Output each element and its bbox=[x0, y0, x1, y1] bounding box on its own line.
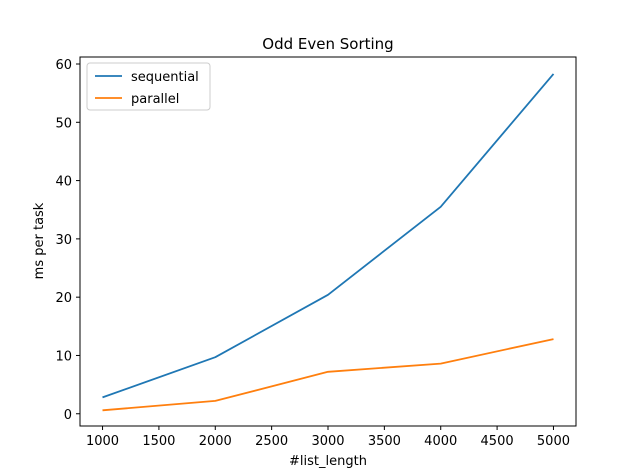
x-tick-label: 1000 bbox=[86, 434, 119, 449]
x-tick-label: 3500 bbox=[368, 434, 401, 449]
y-axis: 0 10 20 30 40 50 60 bbox=[55, 58, 80, 423]
x-axis-label: #list_length bbox=[289, 454, 367, 469]
legend-label-sequential: sequential bbox=[131, 70, 199, 85]
y-tick-label: 50 bbox=[55, 116, 72, 131]
series-lines bbox=[102, 73, 555, 412]
chart-title: Odd Even Sorting bbox=[262, 35, 393, 53]
y-tick-label: 0 bbox=[64, 408, 72, 423]
x-tick-label: 4500 bbox=[481, 434, 514, 449]
x-tick-label: 4000 bbox=[424, 434, 457, 449]
series-line-sequential bbox=[102, 73, 555, 399]
legend-label-parallel: parallel bbox=[131, 92, 179, 107]
y-tick-label: 20 bbox=[55, 291, 72, 306]
x-tick-label: 1500 bbox=[142, 434, 175, 449]
x-tick-label: 3000 bbox=[311, 434, 344, 449]
y-axis-label: ms per task bbox=[32, 202, 47, 279]
x-tick-label: 2000 bbox=[199, 434, 232, 449]
legend: sequential parallel bbox=[86, 62, 211, 111]
y-tick-label: 10 bbox=[55, 349, 72, 364]
x-tick-label: 5000 bbox=[537, 434, 570, 449]
series-line-parallel bbox=[102, 338, 554, 412]
plot-frame bbox=[79, 56, 577, 427]
y-tick-label: 60 bbox=[55, 58, 72, 73]
y-tick-label: 30 bbox=[55, 233, 72, 248]
y-tick-label: 40 bbox=[55, 175, 72, 190]
x-axis: 1000 1500 2000 2500 3000 3500 4000 4500 5000 bbox=[86, 426, 570, 449]
x-tick-label: 2500 bbox=[255, 434, 288, 449]
